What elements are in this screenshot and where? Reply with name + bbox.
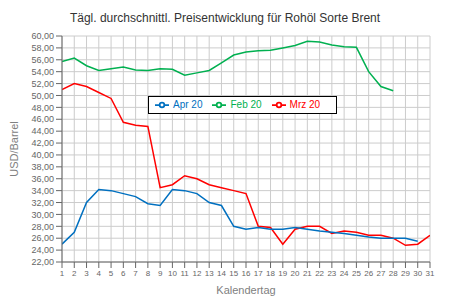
svg-text:46,00: 46,00 xyxy=(31,114,54,124)
svg-text:28,00: 28,00 xyxy=(31,222,54,232)
svg-text:38,00: 38,00 xyxy=(31,162,54,172)
svg-text:11: 11 xyxy=(181,269,190,278)
svg-text:7: 7 xyxy=(133,269,138,278)
html-text:Apr 20: Apr 20 xyxy=(173,99,203,110)
svg-text:52,00: 52,00 xyxy=(31,79,54,89)
svg-text:24,00: 24,00 xyxy=(31,245,54,255)
svg-text:17: 17 xyxy=(254,269,263,278)
svg-text:48,00: 48,00 xyxy=(31,103,54,113)
svg-text:29: 29 xyxy=(401,269,410,278)
svg-text:9: 9 xyxy=(158,269,163,278)
svg-text:5: 5 xyxy=(109,269,114,278)
svg-text:23: 23 xyxy=(327,269,336,278)
svg-text:40,00: 40,00 xyxy=(31,150,54,160)
svg-text:32,00: 32,00 xyxy=(31,198,54,208)
svg-text:19: 19 xyxy=(278,269,287,278)
svg-text:42,00: 42,00 xyxy=(31,138,54,148)
svg-text:34,00: 34,00 xyxy=(31,186,54,196)
svg-text:30,00: 30,00 xyxy=(31,210,54,220)
svg-text:20: 20 xyxy=(291,269,300,278)
svg-text:10: 10 xyxy=(168,269,177,278)
svg-text:22: 22 xyxy=(315,269,324,278)
svg-text:44,00: 44,00 xyxy=(31,126,54,136)
svg-text:6: 6 xyxy=(121,269,126,278)
svg-text:58,00: 58,00 xyxy=(31,43,54,53)
svg-text:25: 25 xyxy=(352,269,361,278)
svg-text:28: 28 xyxy=(389,269,398,278)
svg-text:Kalendertag: Kalendertag xyxy=(216,284,275,296)
svg-text:8: 8 xyxy=(146,269,151,278)
svg-text:3: 3 xyxy=(84,269,89,278)
svg-text:15: 15 xyxy=(229,269,238,278)
svg-text:1: 1 xyxy=(60,269,65,278)
svg-text:50,00: 50,00 xyxy=(31,91,54,101)
svg-text:16: 16 xyxy=(242,269,251,278)
svg-text:54,00: 54,00 xyxy=(31,67,54,77)
html-text:Tägl. durchschnittl. Preisentw: Tägl. durchschnittl. Preisentwicklung fü… xyxy=(69,11,381,25)
svg-text:18: 18 xyxy=(266,269,275,278)
svg-text:4: 4 xyxy=(97,269,102,278)
svg-text:13: 13 xyxy=(205,269,214,278)
svg-text:60,00: 60,00 xyxy=(31,31,54,41)
svg-text:26,00: 26,00 xyxy=(31,233,54,243)
svg-text:2: 2 xyxy=(72,269,77,278)
svg-text:USD/Barrel: USD/Barrel xyxy=(8,121,20,177)
svg-text:21: 21 xyxy=(303,269,312,278)
html-text:Feb 20: Feb 20 xyxy=(230,99,262,110)
svg-text:36,00: 36,00 xyxy=(31,174,54,184)
svg-text:30: 30 xyxy=(413,269,422,278)
html-text:Mrz 20: Mrz 20 xyxy=(289,99,321,110)
svg-text:12: 12 xyxy=(192,269,201,278)
svg-text:14: 14 xyxy=(217,269,226,278)
svg-text:24: 24 xyxy=(340,269,349,278)
svg-text:27: 27 xyxy=(376,269,385,278)
svg-text:26: 26 xyxy=(364,269,373,278)
svg-text:31: 31 xyxy=(426,269,435,278)
svg-text:22,00: 22,00 xyxy=(31,257,54,267)
svg-text:56,00: 56,00 xyxy=(31,55,54,65)
